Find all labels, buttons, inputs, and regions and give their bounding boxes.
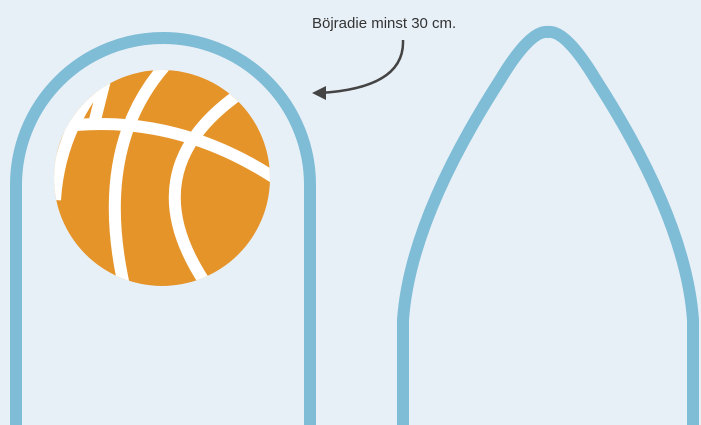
page: Böjradie minst 30 cm. (() => { const dat… (0, 0, 701, 425)
annotation-label: Böjradie minst 30 cm. (312, 15, 456, 32)
diagram: Böjradie minst 30 cm. (0, 0, 701, 425)
